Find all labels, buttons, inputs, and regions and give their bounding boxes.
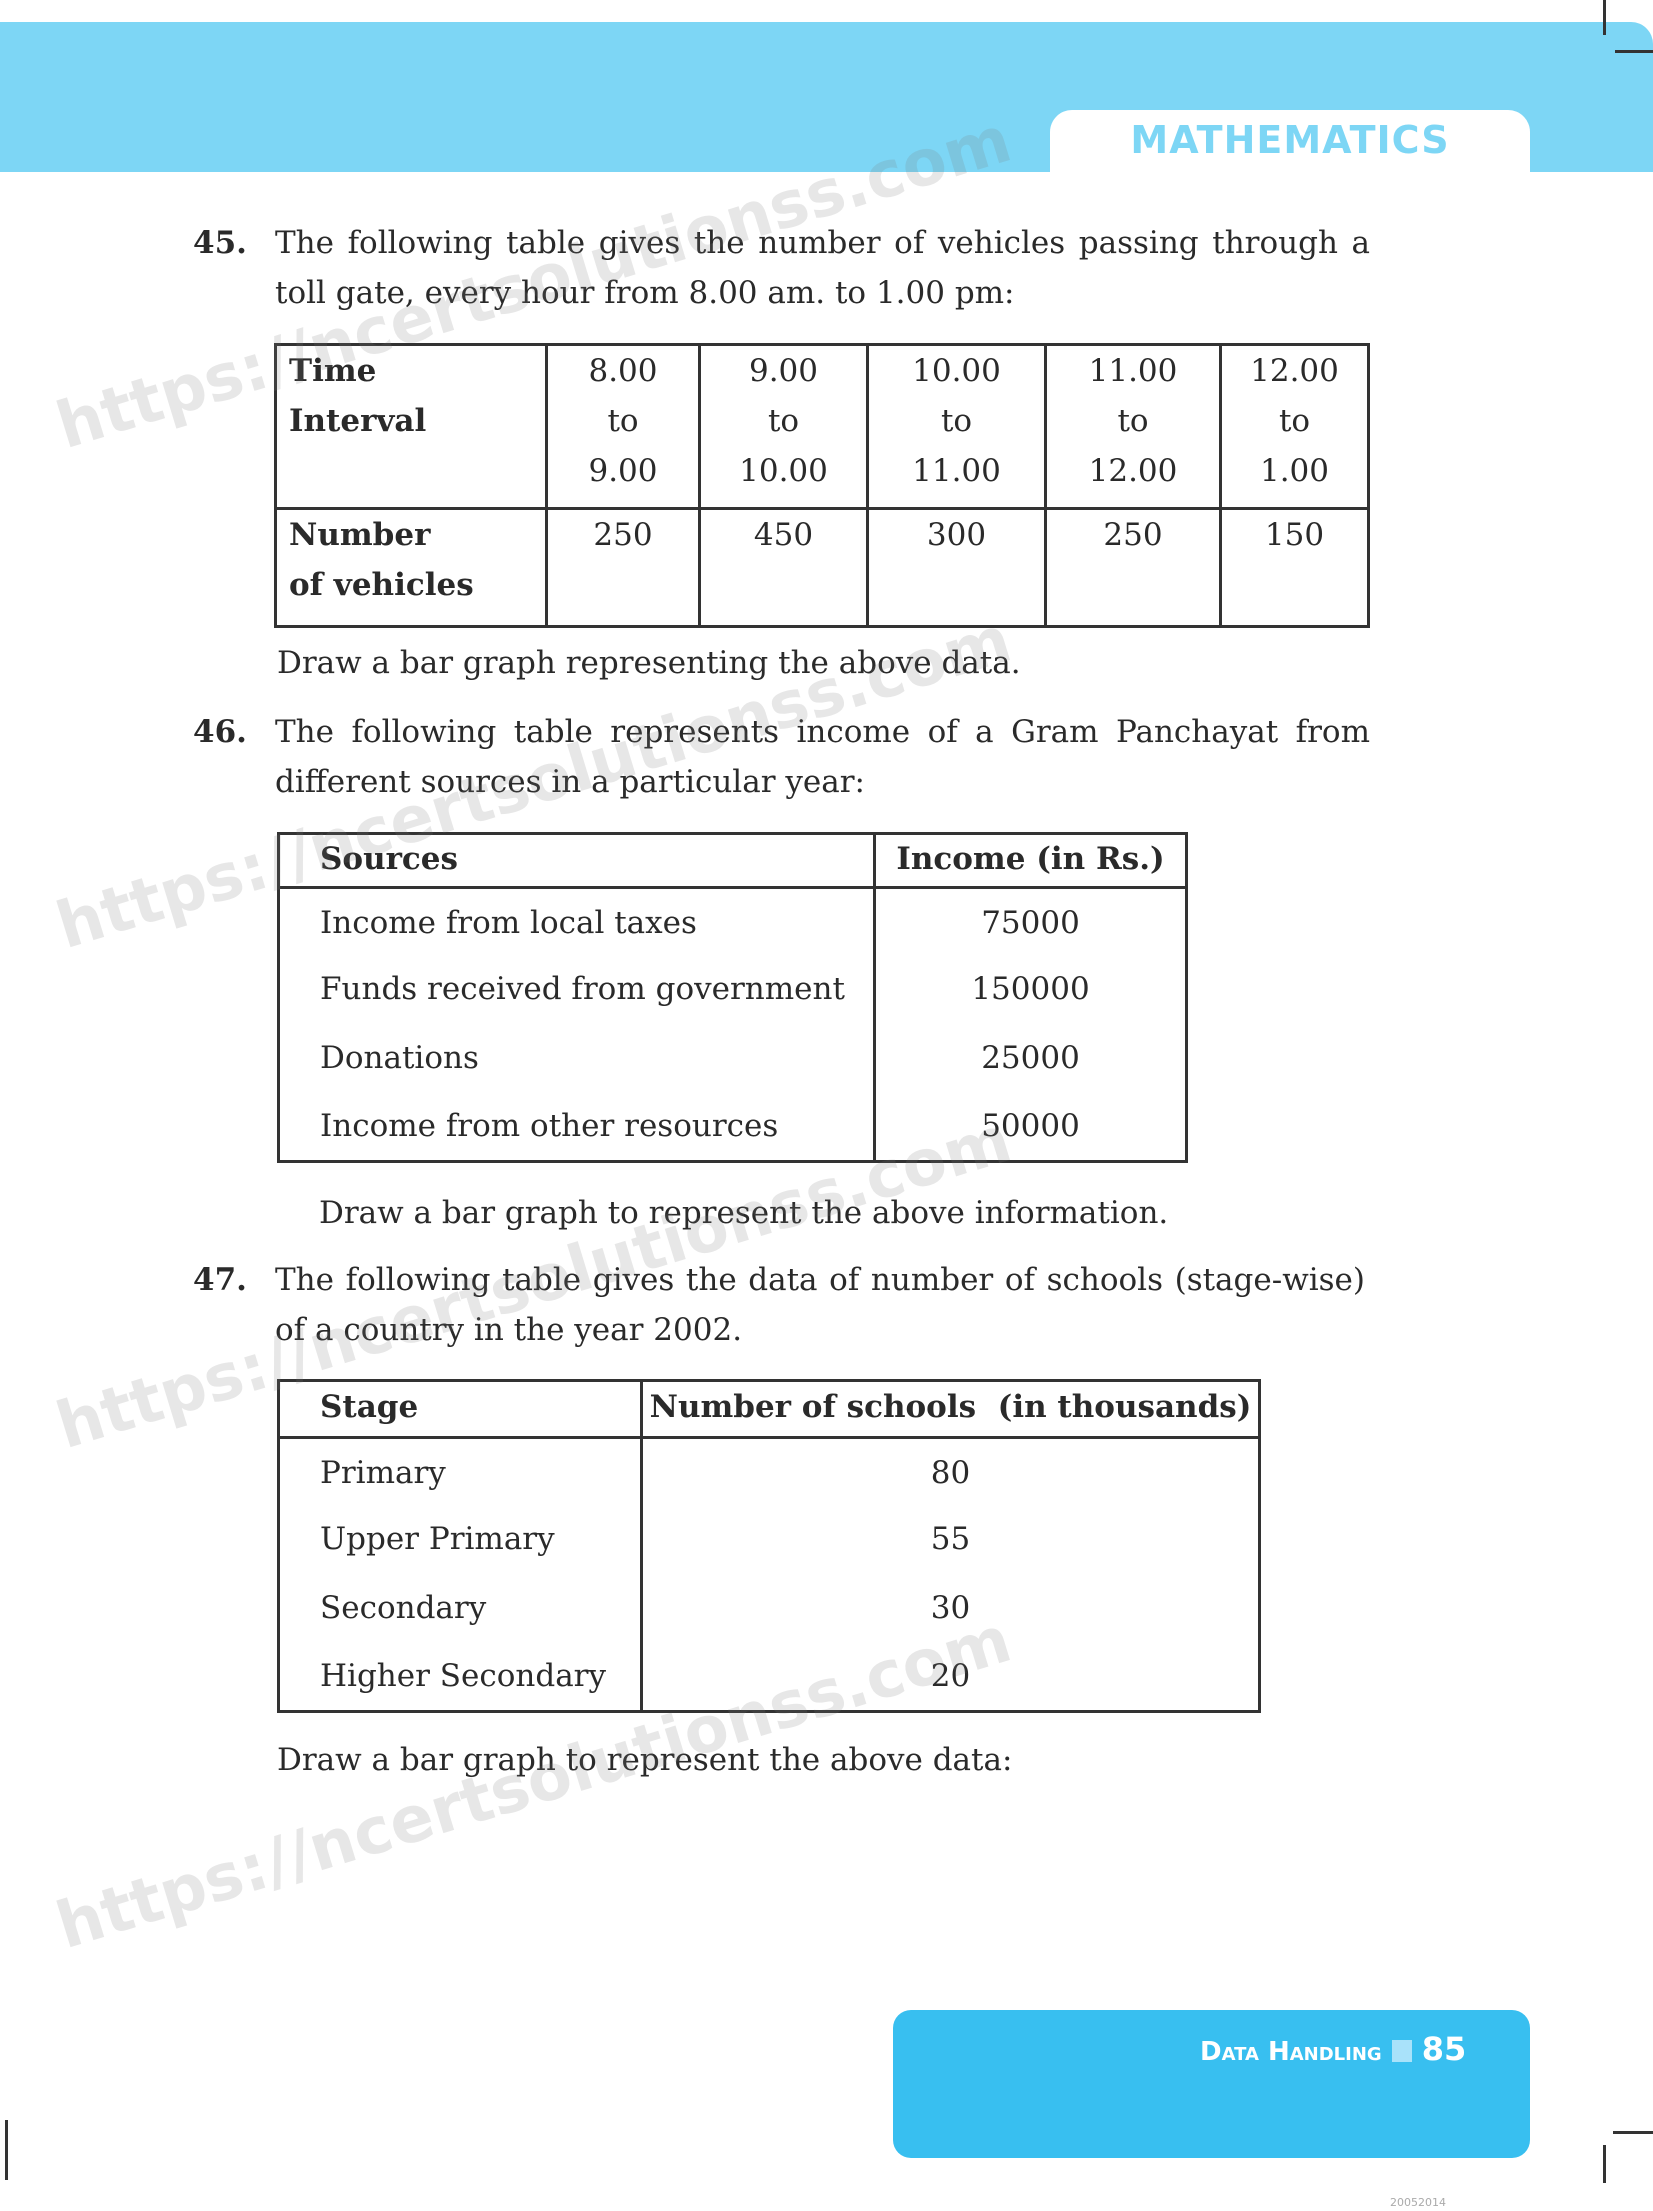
cell: Funds received from government (277, 957, 876, 1025)
print-code: 20052014 (1390, 2196, 1446, 2209)
cell: 75000 (873, 887, 1188, 957)
cell: Secondary (277, 1575, 643, 1643)
question-number: 46. (193, 714, 247, 750)
schools-table: Stage Number of schools (in thousands) Pr… (277, 1379, 1261, 1713)
row-header: Time (289, 353, 377, 389)
page-number: 85 (1421, 2030, 1467, 2068)
header-cell: Number of schools (in thousands) (640, 1379, 1261, 1439)
cell: to (607, 403, 639, 439)
cell: 300 (866, 507, 1047, 628)
cell: 9.00 (748, 353, 819, 389)
instruction: Draw a bar graph to represent the above … (277, 1742, 1013, 1778)
cell: 55 (640, 1507, 1261, 1575)
square-icon (1391, 2040, 1412, 2062)
instruction: Draw a bar graph to represent the above … (319, 1195, 1169, 1231)
header-cell: Income (in Rs.) (873, 832, 1188, 889)
header-cell: Stage (277, 1379, 643, 1439)
row-header: Interval (289, 403, 427, 439)
question-number: 45. (193, 225, 247, 261)
cell: 50000 (873, 1093, 1188, 1163)
question-text: different sources in a particular year: (275, 764, 865, 800)
crop-mark (1603, 0, 1606, 35)
cell: 25000 (873, 1025, 1188, 1093)
question-text: of a country in the year 2002. (275, 1312, 743, 1348)
income-table: Sources Income (in Rs.) Income from local… (277, 832, 1188, 1163)
chapter-name: Data Handling (1200, 2037, 1382, 2067)
question-number: 47. (193, 1262, 247, 1298)
cell: 450 (698, 507, 869, 628)
row-header: Number (289, 517, 431, 553)
crop-mark (1603, 2145, 1606, 2183)
cell: 250 (545, 507, 701, 628)
cell: Income from local taxes (277, 887, 876, 957)
cell: 12.00 (1088, 453, 1178, 489)
cell: 20 (640, 1643, 1261, 1713)
cell: Donations (277, 1025, 876, 1093)
cell: 11.00 (912, 453, 1001, 489)
cell: 11.00 (1088, 353, 1178, 389)
cell: 150000 (873, 957, 1188, 1025)
cell: Upper Primary (277, 1507, 643, 1575)
footer-label: Data Handling 85 (1200, 2030, 1466, 2068)
cell: to (1117, 403, 1149, 439)
header-cell: Sources (277, 832, 876, 889)
question-text: The following table gives the data of nu… (275, 1262, 1365, 1298)
instruction: Draw a bar graph representing the above … (277, 645, 1021, 681)
cell: 150 (1219, 507, 1370, 628)
cell: 12.00 (1250, 353, 1339, 389)
question-text: toll gate, every hour from 8.00 am. to 1… (275, 275, 1015, 311)
cell: 10.00 (739, 453, 828, 489)
cell: 250 (1044, 507, 1222, 628)
question-text: The following table gives the number of … (275, 225, 1370, 261)
cell: 30 (640, 1575, 1261, 1643)
cell: Primary (277, 1437, 643, 1507)
cell: to (940, 403, 973, 439)
cell: to (767, 403, 800, 439)
subject-tab (1050, 110, 1530, 180)
cell: Income from other resources (277, 1093, 876, 1163)
cell: 80 (640, 1437, 1261, 1507)
cell: 9.00 (588, 453, 658, 489)
cell: Higher Secondary (277, 1643, 643, 1713)
crop-mark (1615, 50, 1653, 53)
cell: 8.00 (588, 353, 658, 389)
vehicles-table: Time Interval 8.00 to 9.00 9.00 to 10.00 10.0… (274, 343, 1370, 628)
cell: to (1278, 403, 1311, 439)
subject-title: MATHEMATICS (1130, 118, 1450, 162)
footer-box (893, 2010, 1530, 2158)
question-text: The following table represents income of… (275, 714, 1370, 750)
row-header: of vehicles (289, 567, 474, 603)
cell: 10.00 (912, 353, 1001, 389)
crop-mark (5, 2120, 8, 2180)
crop-mark (1613, 2131, 1653, 2134)
cell: 1.00 (1259, 453, 1330, 489)
